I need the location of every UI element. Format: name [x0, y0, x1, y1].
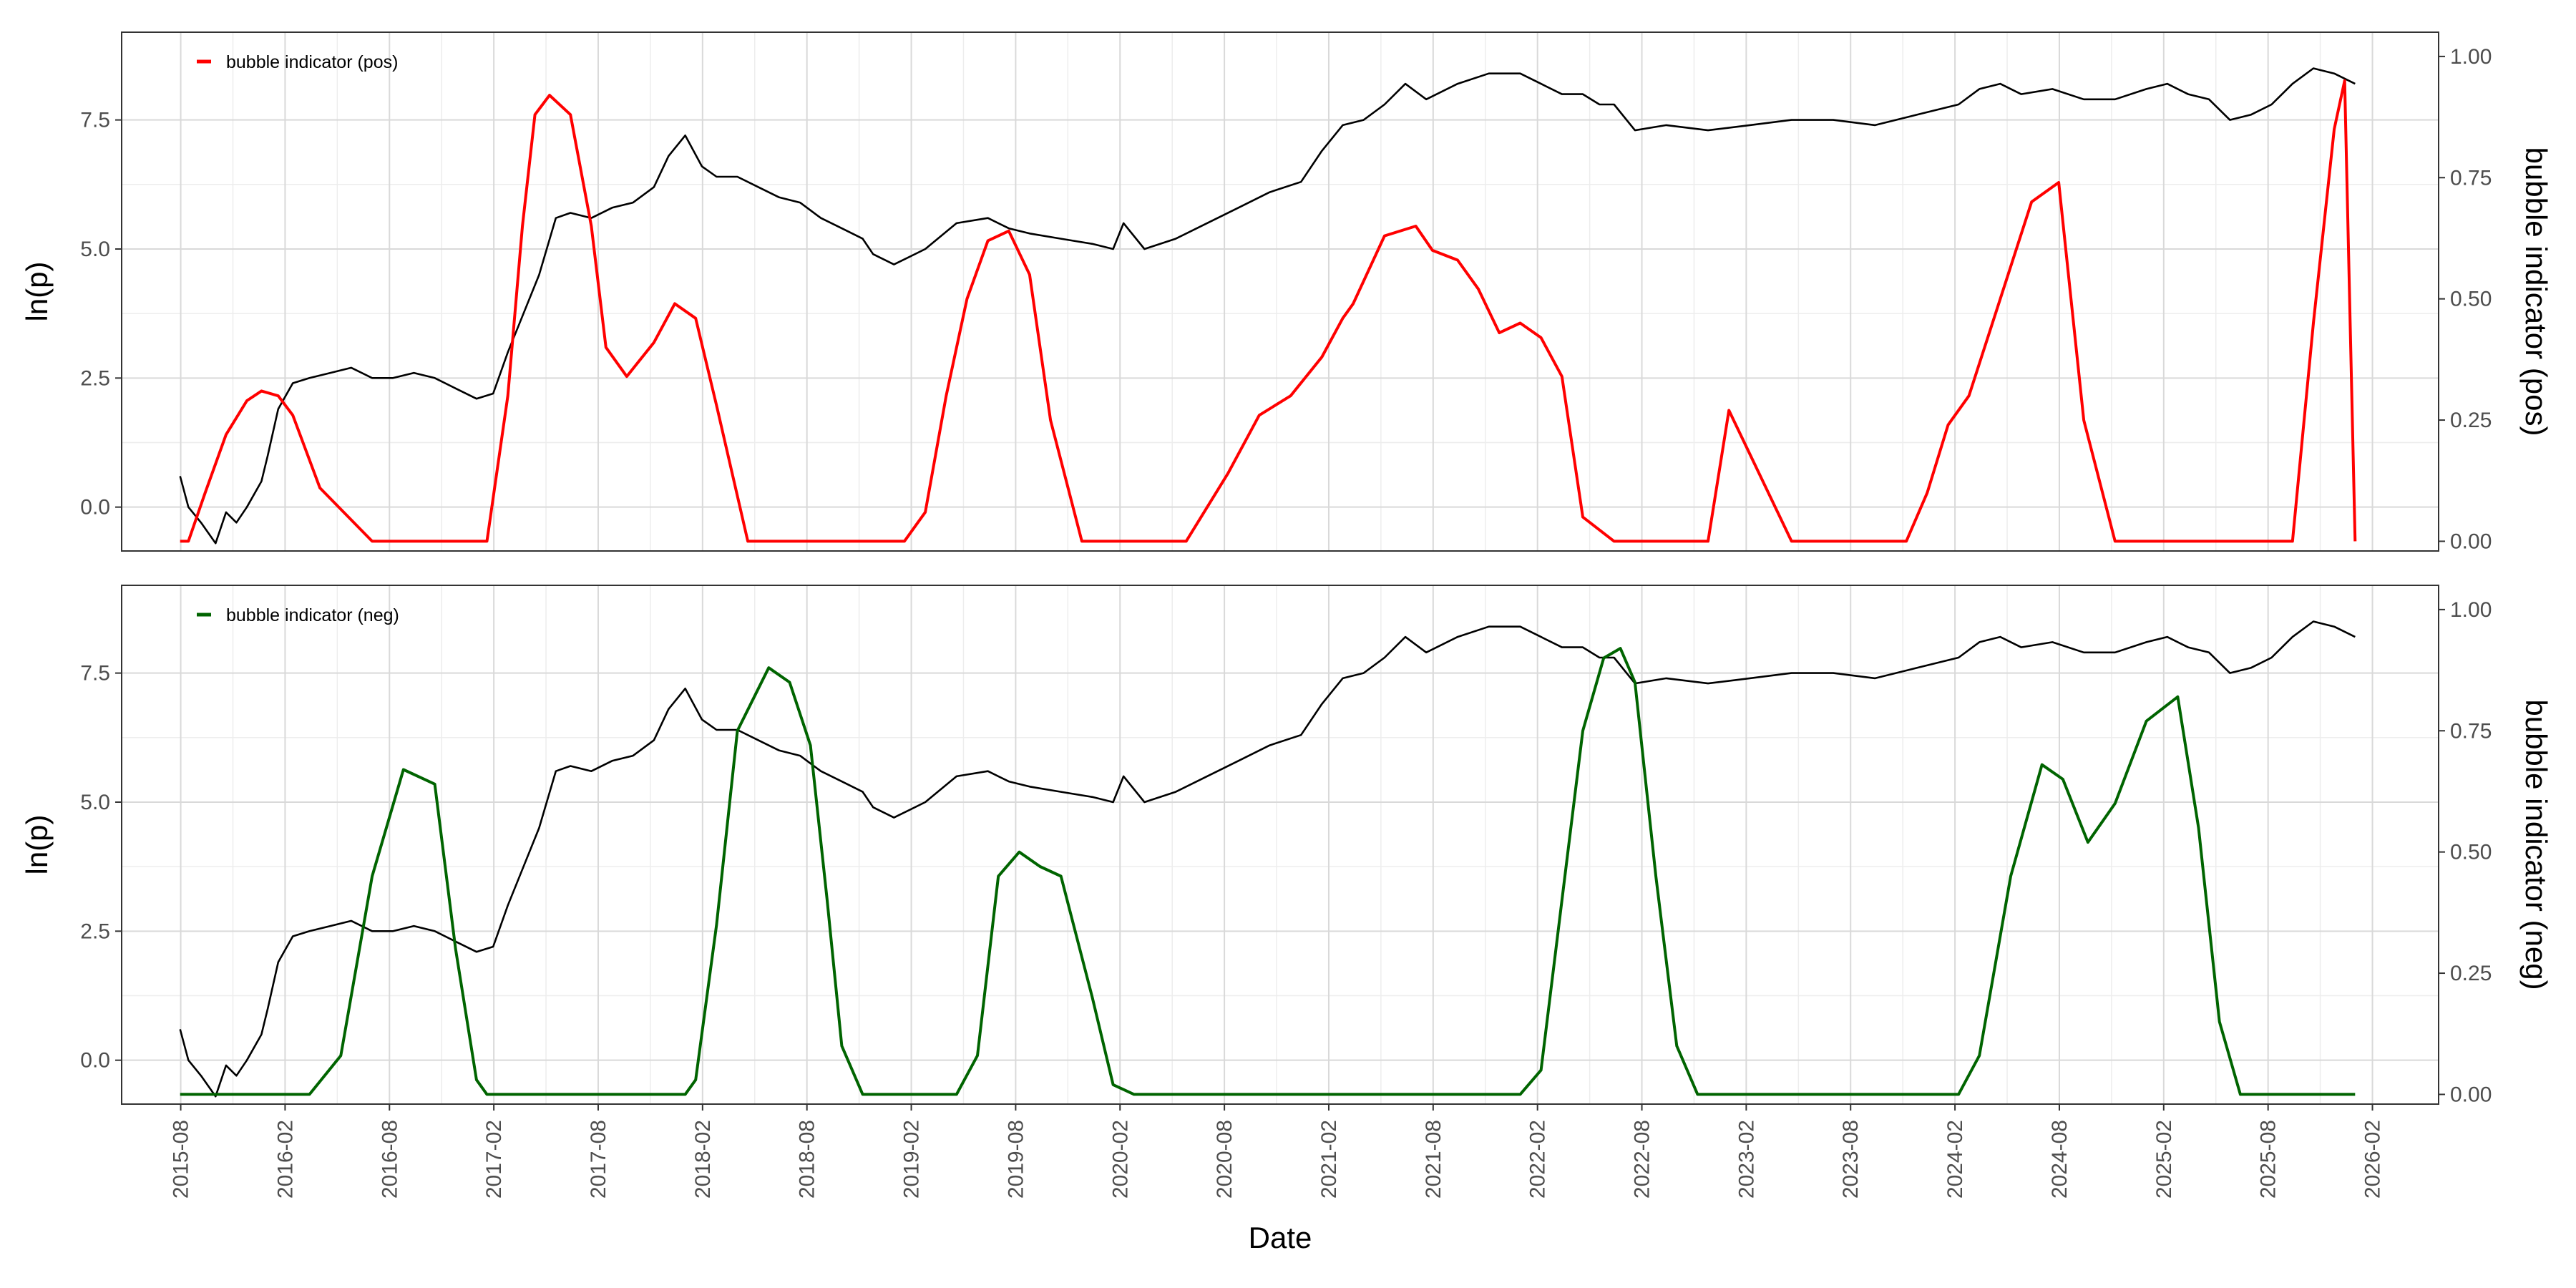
- bottom-panel-minor-grid: [122, 585, 2439, 1104]
- bottom-panel-border: [121, 585, 2439, 1105]
- x-tick-label: 2024-02: [1943, 1120, 1967, 1199]
- top-panel-minor-grid: [122, 32, 2439, 551]
- bottom-panel-major-grid: [122, 585, 2439, 1104]
- top-left-axis: 0.0 2.5 5.0 7.5: [80, 109, 122, 519]
- left-tick-label: 5.0: [80, 791, 110, 814]
- x-tick-label: 2016-08: [378, 1120, 401, 1199]
- bottom-left-axis: 0.0 2.5 5.0 7.5: [80, 662, 122, 1073]
- date-x-axis: 2015-08 2016-02 2016-08 2017-02 2017-08 2018-…: [170, 1104, 2385, 1199]
- x-tick-label: 2025-02: [2152, 1120, 2176, 1199]
- top-legend-label: bubble indicator (pos): [226, 52, 398, 72]
- x-tick-label: 2019-02: [900, 1120, 924, 1199]
- bottom-panel-background: [122, 585, 2439, 1104]
- bottom-right-axis: 0.00 0.25 0.50 0.75 1.00: [2439, 598, 2492, 1106]
- x-tick-label: 2021-02: [1317, 1120, 1341, 1199]
- bottom-left-axis-title: ln(p): [20, 814, 54, 874]
- right-tick-label: 0.75: [2450, 166, 2492, 190]
- top-right-axis-title: bubble indicator (pos): [2519, 147, 2553, 436]
- left-tick-label: 7.5: [80, 109, 110, 132]
- x-tick-label: 2025-08: [2257, 1120, 2280, 1199]
- right-tick-label: 1.00: [2450, 598, 2492, 622]
- left-tick-label: 7.5: [80, 662, 110, 686]
- x-tick-label: 2023-02: [1735, 1120, 1758, 1199]
- right-tick-label: 0.50: [2450, 288, 2492, 311]
- x-tick-label: 2019-08: [1004, 1120, 1028, 1199]
- left-tick-label: 2.5: [80, 919, 110, 943]
- bottom-panel: 0.02.55.07.5 0.000.250.500.751.00 ln(p) …: [20, 585, 2553, 1106]
- top-left-axis-title: ln(p): [20, 261, 54, 321]
- x-tick-label: 2022-08: [1631, 1120, 1654, 1199]
- x-tick-label: 2016-02: [273, 1120, 297, 1199]
- top-panel-border: [121, 31, 2439, 552]
- x-tick-label: 2022-02: [1526, 1120, 1550, 1199]
- bottom-legend: bubble indicator (neg): [197, 605, 399, 625]
- pos-indicator-line: [180, 79, 2357, 543]
- bottom-price-line: [179, 620, 2356, 1098]
- bottom-right-axis-title: bubble indicator (neg): [2519, 699, 2553, 990]
- x-tick-label: 2015-08: [170, 1120, 193, 1199]
- top-legend: bubble indicator (pos): [197, 52, 398, 72]
- x-tick-label: 2018-08: [796, 1120, 819, 1199]
- x-tick-label: 2017-08: [587, 1120, 610, 1199]
- x-tick-label: 2020-08: [1213, 1120, 1236, 1199]
- left-tick-label: 0.0: [80, 1049, 110, 1073]
- x-tick-label: 2021-08: [1422, 1120, 1445, 1199]
- x-tick-label: 2018-02: [691, 1120, 715, 1199]
- left-tick-label: 0.0: [80, 496, 110, 519]
- top-panel-major-grid: [122, 32, 2439, 551]
- left-tick-label: 5.0: [80, 238, 110, 261]
- right-tick-label: 0.50: [2450, 841, 2492, 864]
- right-tick-label: 0.75: [2450, 719, 2492, 743]
- neg-indicator-line: [180, 647, 2356, 1096]
- right-tick-label: 0.25: [2450, 962, 2492, 985]
- top-price-line: [179, 67, 2356, 545]
- x-tick-label: 2024-08: [2048, 1120, 2072, 1199]
- left-tick-label: 2.5: [80, 366, 110, 390]
- right-tick-label: 1.00: [2450, 45, 2492, 69]
- x-axis-title: Date: [1249, 1221, 1312, 1254]
- x-tick-label: 2026-02: [2361, 1120, 2385, 1199]
- x-tick-label: 2023-08: [1839, 1120, 1863, 1199]
- right-tick-label: 0.25: [2450, 409, 2492, 432]
- top-panel-series: [179, 67, 2357, 545]
- top-panel-background: [122, 32, 2439, 551]
- top-right-axis: 0.00 0.25 0.50 0.75 1.00: [2439, 45, 2492, 553]
- right-tick-label: 0.00: [2450, 530, 2492, 553]
- right-tick-label: 0.00: [2450, 1083, 2492, 1106]
- bottom-panel-series: [179, 620, 2356, 1098]
- x-tick-label: 2017-02: [482, 1120, 506, 1199]
- bottom-legend-label: bubble indicator (neg): [226, 605, 399, 625]
- x-tick-label: 2020-02: [1108, 1120, 1132, 1199]
- top-panel: 0.02.55.07.5 0.000.250.500.751.00 ln(p) …: [20, 31, 2553, 553]
